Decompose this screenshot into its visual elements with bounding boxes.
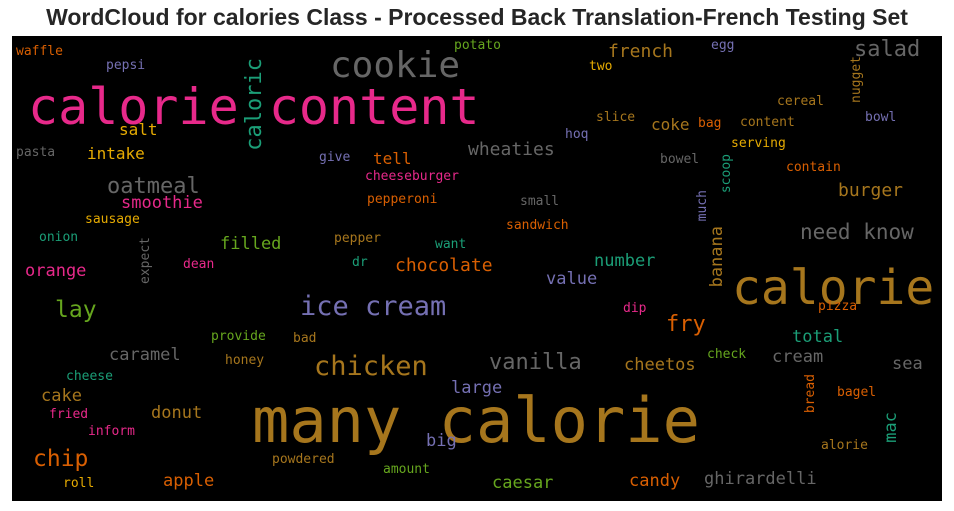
word-cloud-word: dr (352, 255, 368, 270)
word-cloud-word: mac (881, 412, 901, 443)
word-cloud-word: expect (138, 237, 153, 284)
word-cloud-canvas: calorie content cookie many calorie calorie… (12, 36, 942, 501)
word-cloud-word: slice (596, 110, 636, 125)
word-cloud-word: bagel (837, 385, 877, 400)
word-cloud-word: chicken (314, 351, 428, 382)
word-cloud-word: large (451, 378, 503, 398)
word-cloud-word: fried (49, 407, 89, 422)
word-cloud-word: calorie (732, 260, 935, 316)
word-cloud-word: sausage (85, 212, 140, 227)
word-cloud-word: serving (731, 136, 786, 151)
word-cloud-word: content (740, 115, 795, 130)
word-cloud-word: alorie (821, 438, 868, 453)
word-cloud-word: provide (211, 329, 266, 344)
word-cloud-word: give (319, 150, 351, 165)
chart-title: WordCloud for calories Class - Processed… (46, 4, 908, 30)
word-cloud-word: bread (803, 374, 818, 414)
word-cloud-word: fry (666, 312, 706, 337)
word-cloud-word: ghirardelli (704, 469, 817, 489)
word-cloud-word: hoq (565, 127, 589, 142)
word-cloud-word: cream (772, 347, 824, 367)
word-cloud-word: french (608, 41, 674, 62)
word-cloud-word: filled (220, 234, 282, 254)
word-cloud-word: banana (707, 226, 727, 288)
word-cloud-word: candy (629, 471, 681, 491)
word-cloud-word: cereal (777, 94, 824, 109)
word-cloud-word: apple (163, 471, 215, 491)
word-cloud-word: two (589, 59, 613, 74)
word-cloud-word: much (695, 190, 710, 222)
word-cloud-word: amount (383, 462, 430, 477)
word-cloud-word: pepsi (106, 58, 146, 73)
word-cloud-word: salt (119, 120, 158, 139)
word-cloud-word: caramel (109, 345, 181, 365)
word-cloud-word: number (594, 251, 656, 271)
word-cloud-word: value (546, 269, 598, 289)
word-cloud-word: pepper (334, 231, 381, 246)
word-cloud-word: cheetos (624, 355, 696, 375)
word-cloud-word: dip (623, 301, 647, 316)
word-cloud-word: calorie content (28, 78, 480, 136)
word-cloud-word: egg (711, 38, 735, 53)
word-cloud-word: big (426, 431, 457, 451)
word-cloud-word: bad (293, 331, 317, 346)
word-cloud-word: onion (39, 230, 79, 245)
word-cloud-word: cheeseburger (365, 169, 459, 184)
word-cloud-word: check (707, 347, 747, 362)
word-cloud-word: smoothie (121, 193, 203, 213)
word-cloud-word: small (520, 194, 560, 209)
word-cloud-word: ice cream (300, 291, 447, 322)
word-cloud-word: powdered (272, 452, 335, 467)
word-cloud-word: vanilla (489, 350, 582, 375)
word-cloud-word: sandwich (506, 218, 569, 233)
word-cloud-word: waffle (16, 44, 63, 59)
word-cloud-word: coke (651, 115, 690, 134)
word-cloud-word: pepperoni (367, 192, 438, 207)
word-cloud-word: want (435, 237, 467, 252)
word-cloud-word: oatmeal (107, 174, 200, 199)
word-cloud-word: bag (698, 116, 722, 131)
word-cloud-word: burger (838, 180, 904, 201)
word-cloud-word: caloric (242, 58, 267, 151)
word-cloud-word: cake (41, 386, 82, 406)
word-cloud-word: nugget (849, 56, 864, 103)
word-cloud-word: cheese (66, 369, 113, 384)
word-cloud-word: caesar (492, 473, 554, 493)
word-cloud-word: pasta (16, 145, 56, 160)
word-cloud-word: dean (183, 257, 215, 272)
word-cloud-word: scoop (719, 154, 734, 194)
word-cloud-word: many calorie (252, 384, 700, 457)
word-cloud-word: salad (854, 37, 921, 62)
word-cloud-word: sea (892, 354, 923, 374)
word-cloud-word: honey (225, 353, 265, 368)
word-cloud-word: orange (25, 261, 87, 281)
word-cloud-word: total (792, 327, 844, 347)
word-cloud-word: need know (800, 220, 914, 244)
word-cloud-word: roll (63, 476, 95, 491)
word-cloud-word: intake (87, 144, 145, 163)
word-cloud-word: bowel (660, 152, 700, 167)
word-cloud-word: lay (55, 297, 97, 323)
word-cloud-word: contain (786, 160, 841, 175)
word-cloud-word: pizza (818, 299, 858, 314)
word-cloud-word: potato (454, 38, 501, 53)
word-cloud-word: inform (88, 424, 135, 439)
word-cloud-word: donut (151, 403, 203, 423)
word-cloud-word: bowl (865, 110, 897, 125)
word-cloud-word: chip (33, 446, 89, 472)
word-cloud-word: cookie (330, 45, 461, 86)
word-cloud-word: wheaties (468, 139, 555, 160)
word-cloud-word: chocolate (395, 255, 493, 276)
word-cloud-word: tell (373, 149, 412, 168)
